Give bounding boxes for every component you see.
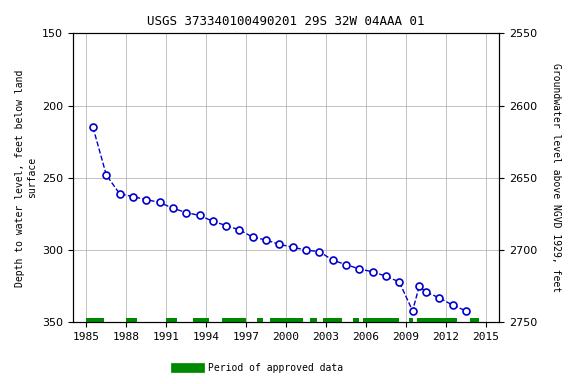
Bar <box>86 318 104 323</box>
Title: USGS 373340100490201 29S 32W 04AAA 01: USGS 373340100490201 29S 32W 04AAA 01 <box>147 15 425 28</box>
Bar <box>416 318 457 323</box>
Bar <box>310 318 317 323</box>
Y-axis label: Groundwater level above NGVD 1929, feet: Groundwater level above NGVD 1929, feet <box>551 63 561 293</box>
Bar <box>193 318 209 323</box>
Bar <box>126 318 137 323</box>
Bar <box>257 318 263 323</box>
Bar <box>353 318 359 323</box>
Bar <box>470 318 479 323</box>
Legend: Period of approved data: Period of approved data <box>172 359 347 377</box>
Bar <box>222 318 246 323</box>
Bar <box>363 318 399 323</box>
Bar <box>408 318 412 323</box>
Bar <box>270 318 304 323</box>
Y-axis label: Depth to water level, feet below land
surface: Depth to water level, feet below land su… <box>15 69 37 286</box>
Bar <box>166 318 177 323</box>
Bar <box>323 318 342 323</box>
